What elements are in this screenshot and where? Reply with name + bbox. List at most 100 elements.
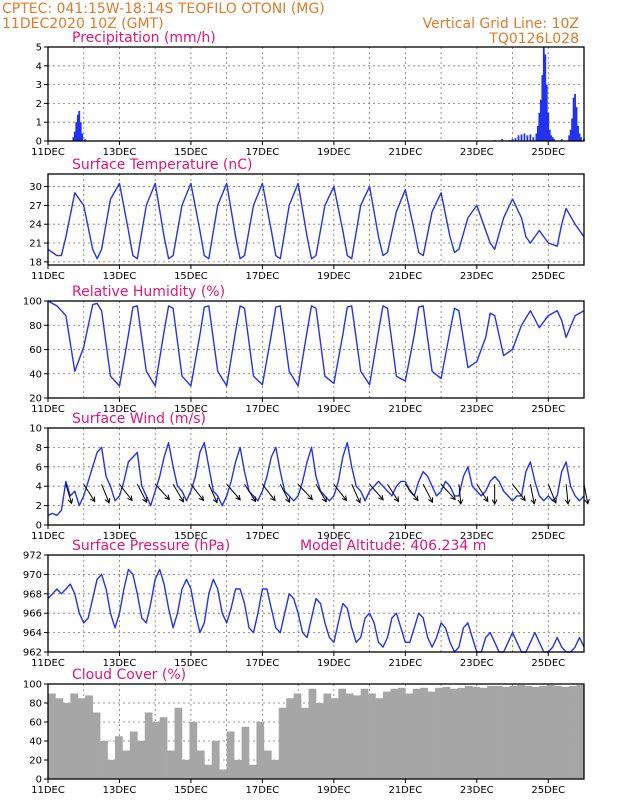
wind-arrow-head (235, 494, 241, 501)
cloud-bar (301, 707, 309, 779)
cloud-bar (55, 698, 64, 779)
wind-arrow-head (564, 499, 571, 506)
y-tick-label: 2 (36, 99, 42, 110)
precip-bar (578, 133, 581, 141)
cloud-bar (92, 712, 101, 779)
x-tick-label: 25DEC (531, 271, 565, 282)
y-tick-label: 21 (29, 239, 42, 250)
cloud-bar (219, 769, 227, 779)
cloud-bar (450, 688, 458, 779)
x-tick-label: 19DEC (317, 147, 351, 158)
precip-bar (79, 122, 82, 141)
wind-arrow (529, 484, 535, 504)
x-tick-label: 25DEC (531, 404, 565, 415)
cloud-bar (576, 684, 585, 779)
wind-arrow-head (142, 497, 148, 504)
precip-bar (72, 137, 75, 141)
wind-arrow (387, 483, 399, 502)
wind-arrow-head (551, 497, 557, 504)
x-tick-label: 21DEC (388, 531, 422, 542)
precip-bar (536, 125, 539, 141)
header-model-code: TQ0126L028 (488, 31, 579, 47)
precip-bar (78, 110, 81, 141)
precip-bar (538, 112, 541, 141)
wind-arrow-head (198, 495, 205, 502)
cloud-bar (204, 764, 213, 779)
y-tick-label: 60 (29, 345, 42, 356)
cloud-bar (494, 685, 503, 779)
cloud-bar (234, 760, 242, 779)
cloud-bar (487, 685, 495, 779)
y-tick-label: 20 (29, 756, 42, 767)
wind-arrow-head (270, 495, 276, 502)
cloud-bar (561, 686, 570, 779)
y-tick-label: 20 (29, 394, 42, 405)
precip-bar (544, 54, 547, 141)
wind-title: Surface Wind (m/s) (72, 411, 206, 427)
x-tick-label: 11DEC (31, 271, 65, 282)
wind-arrow-head (250, 496, 257, 503)
precip-bar (539, 99, 542, 141)
x-tick-label: 17DEC (246, 658, 280, 669)
cloud-bar (554, 685, 562, 779)
cloud-bar (442, 686, 451, 779)
cloud-bar (338, 688, 347, 779)
y-tick-label: 27 (29, 201, 42, 212)
cloud-bar (189, 722, 198, 779)
y-tick-label: 4 (36, 482, 42, 493)
cloud-bar (115, 736, 123, 779)
precip-bar (580, 137, 582, 141)
cloud-bar (524, 685, 533, 779)
x-tick-label: 23DEC (460, 531, 494, 542)
wind-arrow (154, 483, 170, 500)
precip-bar (75, 122, 78, 141)
x-tick-label: 21DEC (388, 658, 422, 669)
y-tick-label: 972 (23, 551, 42, 562)
precip-bar (548, 129, 551, 141)
x-tick-label: 13DEC (103, 404, 137, 415)
y-tick-label: 10 (29, 424, 42, 435)
temperature-title: Surface Temperature (nC) (72, 157, 253, 173)
temperature-series-line (47, 182, 585, 260)
plot-frame (47, 46, 585, 142)
wind-arrow-head (67, 498, 74, 505)
wind-arrow (101, 484, 110, 504)
cloud-bar (420, 687, 428, 779)
y-tick-label: 0 (36, 521, 42, 532)
y-tick-label: 4 (36, 61, 42, 72)
precip-bar (551, 137, 554, 141)
cloud-bar (293, 693, 302, 779)
cloud-bar (62, 703, 71, 779)
precip-bar (523, 133, 526, 141)
wind-arrow (512, 483, 526, 501)
cloud-bar (256, 722, 265, 779)
wind-arrow (244, 483, 256, 502)
cloud-cover-panel: 0 20 40 60 80 100 11DEC 13DEC 15DEC 17DEC 19DEC 21D… (23, 667, 585, 796)
x-tick-label: 13DEC (103, 531, 137, 542)
precip-bar (514, 138, 517, 141)
wind-arrow (119, 483, 133, 501)
humidity-series-line (47, 300, 585, 387)
cloud-bar (390, 688, 399, 779)
x-tick-label: 15DEC (174, 531, 208, 542)
y-tick-label: 970 (23, 570, 42, 581)
x-tick-label: 13DEC (103, 785, 137, 796)
wind-arrow-head (520, 495, 526, 502)
precip-bar (73, 131, 76, 141)
wind-arrow-head (90, 496, 96, 503)
y-tick-label: 5 (36, 43, 42, 54)
x-tick-label: 15DEC (174, 658, 208, 669)
wind-arrow (226, 483, 241, 501)
header-run-time: 11DEC2020 10Z (GMT) (2, 16, 164, 32)
x-tick-label: 21DEC (388, 404, 422, 415)
wind-arrow-head (104, 497, 111, 504)
x-tick-label: 13DEC (103, 271, 137, 282)
cloud-bar (546, 684, 555, 779)
plot-frame (47, 427, 585, 526)
header-grid-note: Vertical Grid Line: 10Z (423, 16, 579, 32)
precip-bar (575, 107, 578, 141)
wind-arrow-head (491, 499, 498, 506)
wind-arrow (65, 484, 73, 504)
cloud-bar (70, 693, 79, 779)
cloud-bar (122, 750, 131, 779)
